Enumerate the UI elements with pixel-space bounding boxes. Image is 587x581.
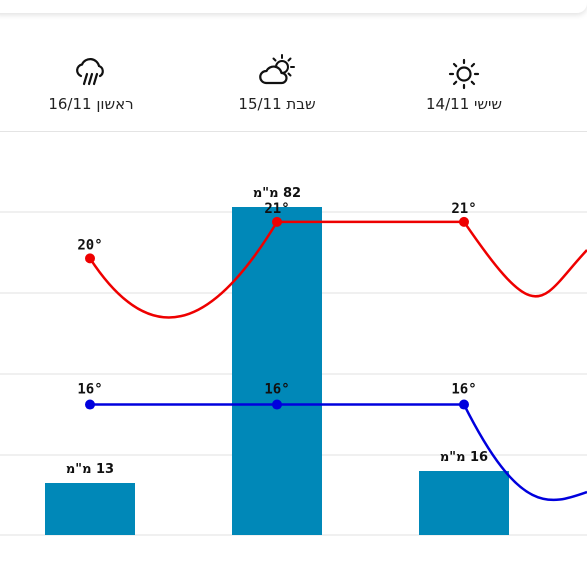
label-min-temp-2: 16°: [451, 382, 476, 398]
point-min-temp-1: [272, 399, 282, 410]
top-card: [0, 0, 587, 13]
sun-icon: [448, 58, 480, 90]
point-max-temp-2: [459, 216, 469, 227]
point-min-temp-0: [85, 399, 95, 410]
day-header-saturday[interactable]: שבת 15/11: [217, 52, 337, 122]
bar-precip-0: [45, 483, 135, 535]
label-max-temp-1: 21°: [264, 201, 289, 217]
bar-precip-1: [232, 207, 322, 535]
bar-label-2: 16 מ"מ: [440, 450, 488, 465]
day-label-saturday: שבת 15/11: [238, 95, 316, 113]
day-header-sunday[interactable]: ראשון 16/11: [31, 52, 151, 122]
label-min-temp-1: 16°: [264, 382, 289, 398]
label-max-temp-0: 20°: [77, 237, 102, 253]
header-separator: [0, 131, 587, 132]
bar-precip-2: [419, 471, 509, 535]
rain-cloud-icon: [76, 58, 104, 86]
day-header-friday[interactable]: שישי 14/11: [404, 52, 524, 122]
point-max-temp-0: [85, 253, 95, 264]
bar-label-0: 13 מ"מ: [66, 462, 114, 477]
line-min-temp: [90, 403, 587, 502]
label-min-temp-0: 16°: [77, 382, 102, 398]
point-max-temp-1: [272, 216, 282, 227]
line-max-temp: [88, 220, 587, 319]
bar-label-1: 82 מ"מ: [253, 186, 301, 201]
sun-behind-cloud-icon: [259, 54, 295, 85]
day-label-sunday: ראשון 16/11: [48, 95, 134, 113]
point-min-temp-2: [459, 399, 469, 410]
label-max-temp-2: 21°: [451, 201, 476, 217]
day-label-friday: שישי 14/11: [426, 95, 502, 113]
